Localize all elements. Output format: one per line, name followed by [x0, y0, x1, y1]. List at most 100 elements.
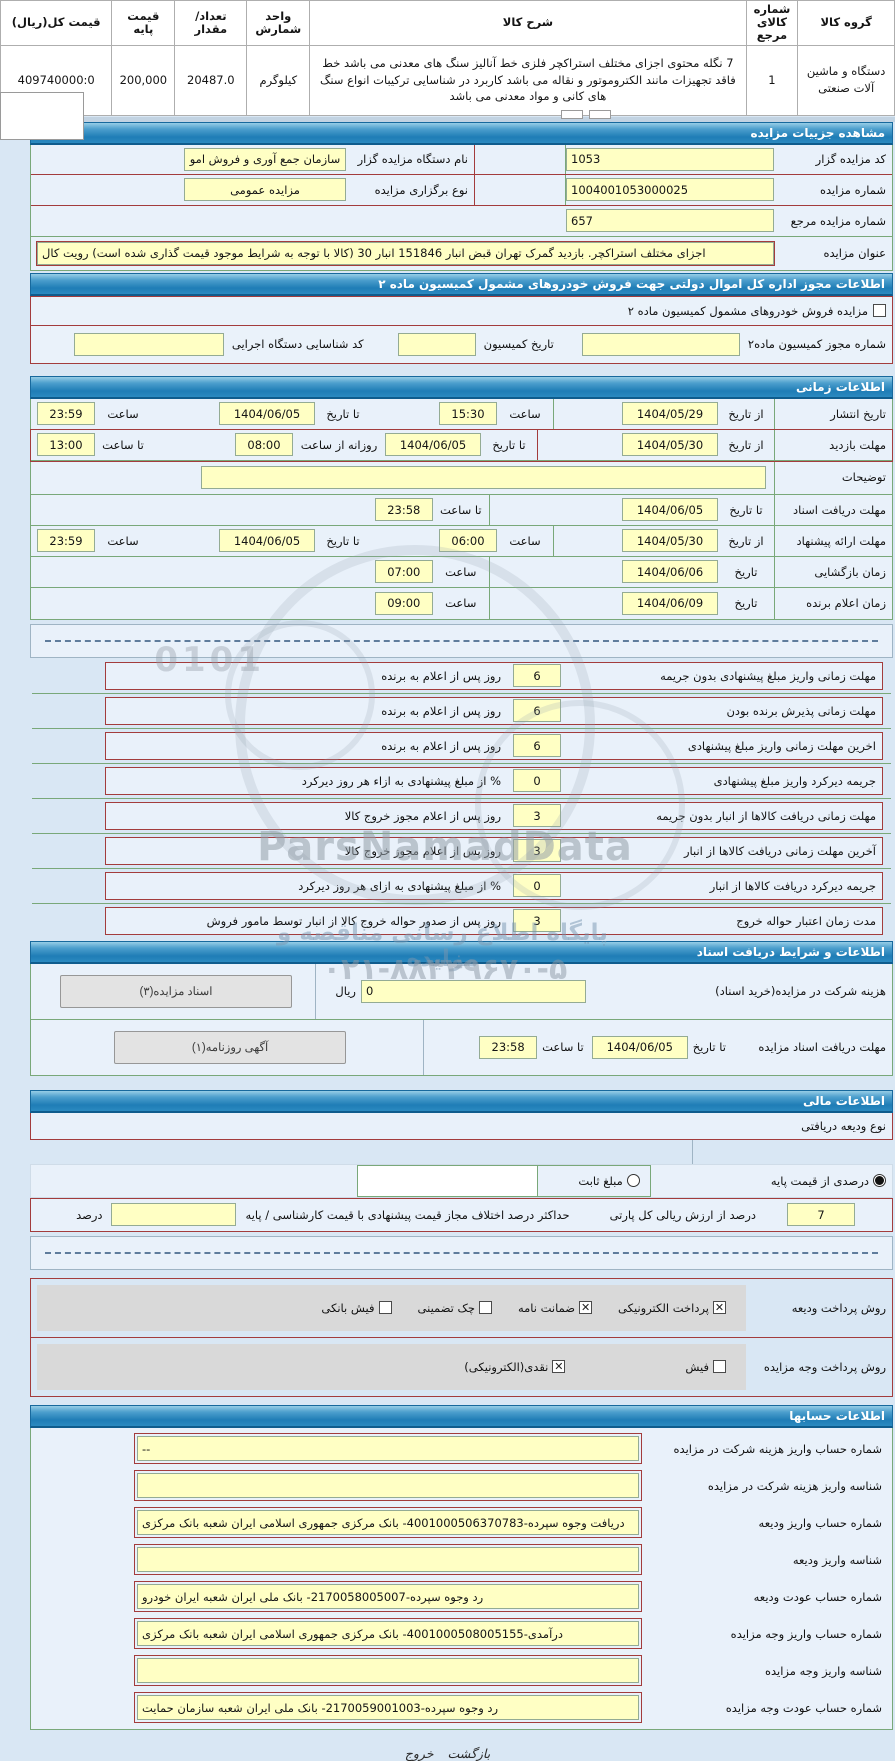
account-input[interactable]: دریافت وجوه سپرده-4001000506370783- بانک…	[137, 1510, 639, 1536]
fee-unit-label: ریال	[335, 984, 356, 999]
visit-from-date-input[interactable]: 1404/05/30	[622, 433, 718, 457]
auction-number-input[interactable]: 1004001053000025	[566, 178, 774, 202]
max-diff-input[interactable]	[110, 1203, 236, 1227]
to-date-label: تا تاریخ	[729, 502, 763, 517]
fixed-amount-radio[interactable]	[626, 1174, 640, 1188]
goods-description: 7 نگله محتوی اجزای مختلف استراکچر فلزی خ…	[309, 44, 747, 116]
commission-date-input[interactable]	[397, 332, 476, 356]
percent-of-base-radio[interactable]	[873, 1174, 886, 1188]
auction-type-input[interactable]: مزایده عمومی	[184, 178, 346, 202]
percent-of-total-label: درصد از ارزش ریالی کل پارتی	[609, 1207, 756, 1222]
auction-ref-input[interactable]: 657	[566, 209, 774, 233]
account-row: شماره حساب عودت وجه مزایده رد وجوه سپرده…	[31, 1692, 892, 1724]
permit-fields-row: شماره مجوز کمیسیون ماده۲ تاریخ کمیسیون ک…	[31, 326, 892, 363]
fee-input[interactable]: 0	[361, 979, 586, 1003]
docs-deadline-row: مهلت دریافت اسناد مزایده تا تاریخ 1404/0…	[30, 1019, 893, 1076]
until-hour-label: تا ساعت	[542, 1040, 584, 1055]
deadline-value-input[interactable]: 3	[513, 804, 561, 828]
agency-code-input[interactable]	[73, 332, 224, 356]
notes-input[interactable]	[201, 465, 766, 489]
docs-deadline-date-input[interactable]: 1404/06/05	[591, 1035, 688, 1059]
back-link[interactable]: بازگشت	[447, 1745, 491, 1761]
from-date-label: از تاریخ	[728, 533, 764, 548]
docs-deadline-time-input[interactable]: 23:58	[479, 1035, 538, 1059]
fixed-amount-input[interactable]	[358, 1165, 539, 1196]
deadline-value-input[interactable]: 0	[513, 769, 561, 793]
doc-deadline-time-input[interactable]: 23:58	[374, 498, 433, 522]
visit-until-time-input[interactable]: 13:00	[37, 433, 95, 457]
account-row: شناسه واریز وجه مزایده	[31, 1655, 892, 1687]
account-input[interactable]: رد وجوه سپرده-2170059001003- بانک ملی ای…	[137, 1695, 639, 1721]
goods-base-price: 200,000	[111, 44, 176, 116]
deposit-kind-row: درصدی از قیمت پایه مبلغ ثابت	[30, 1163, 893, 1198]
from-date-label: از تاریخ	[728, 406, 764, 421]
publish-to-time-input[interactable]: 23:59	[37, 402, 95, 426]
publish-to-date-input[interactable]: 1404/06/05	[219, 402, 315, 426]
offer-from-date-input[interactable]: 1404/05/30	[622, 529, 718, 553]
docs-fee-row: هزینه شرکت در مزایده(خرید اسناد) 0 ریال …	[30, 963, 893, 1020]
account-input[interactable]: رد وجوه سپرده-2170058005007- بانک ملی ای…	[137, 1584, 639, 1610]
percent-value-input[interactable]: 7	[787, 1203, 855, 1227]
vehicle-auction-checkbox[interactable]	[873, 304, 886, 318]
hour-label: ساعت	[509, 406, 541, 421]
section-header-time: اطلاعات زمانی	[30, 375, 893, 399]
guarantee-checkbox[interactable]	[579, 1301, 593, 1315]
certified-check-checkbox[interactable]	[478, 1301, 492, 1315]
bank-slip-checkbox[interactable]	[378, 1301, 392, 1315]
slip-checkbox[interactable]	[713, 1360, 726, 1374]
cash-electronic-checkbox[interactable]	[552, 1360, 566, 1374]
from-date-label: از تاریخ	[728, 437, 764, 452]
col-goods-group: گروه کالا	[797, 0, 895, 46]
account-row: شماره حساب واریز هزینه شرکت در مزایده --	[31, 1433, 892, 1465]
winner-date-input[interactable]: 1404/06/09	[622, 591, 718, 615]
popup-fragment	[0, 92, 84, 140]
section-title: اطلاعات زمانی	[796, 379, 885, 394]
visit-to-date-input[interactable]: 1404/06/05	[385, 433, 481, 457]
publish-from-time-input[interactable]: 15:30	[439, 402, 497, 426]
account-input[interactable]	[137, 1547, 639, 1573]
auction-code-label: کد مزایده گزار	[815, 152, 886, 167]
deposit-type-label: نوع ودیعه دریافتی	[801, 1118, 886, 1133]
auction-title-label: عنوان مزایده	[823, 246, 886, 261]
visit-daily-time-input[interactable]: 08:00	[235, 433, 293, 457]
deadline-value-input[interactable]: 3	[513, 839, 561, 863]
publish-from-date-input[interactable]: 1404/05/29	[622, 402, 718, 426]
deadline-value-input[interactable]: 6	[513, 734, 561, 758]
deadline-value-input[interactable]: 0	[513, 874, 561, 898]
deadline-value-input[interactable]: 6	[513, 664, 561, 688]
account-input[interactable]: درآمدی-4001000508005155- بانک مرکزی جمهو…	[137, 1621, 639, 1647]
offer-from-time-input[interactable]: 06:00	[439, 529, 497, 553]
auction-title-input[interactable]: اجزای مختلف استراکچر. بازدید گمرک تهران …	[36, 240, 775, 266]
divider-strip	[0, 116, 895, 122]
account-input[interactable]	[137, 1658, 639, 1684]
opening-time-input[interactable]: 07:00	[374, 560, 433, 584]
winner-time-input[interactable]: 09:00	[374, 591, 433, 615]
offer-to-date-input[interactable]: 1404/06/05	[219, 529, 315, 553]
deadline-row: آخرین مهلت زمانی دریافت کالاها از انبار …	[105, 836, 883, 865]
opening-date-input[interactable]: 1404/06/06	[622, 560, 718, 584]
exit-link[interactable]: خروج	[404, 1745, 434, 1761]
permit-no-input[interactable]	[581, 332, 740, 356]
offer-to-time-input[interactable]: 23:59	[37, 529, 95, 553]
notes-row: توضیحات	[31, 460, 892, 495]
org-name-input[interactable]: سازمان جمع آوری و فروش امو	[184, 147, 346, 171]
col-description: شرح کالا	[309, 0, 747, 46]
fee-label: هزینه شرکت در مزایده(خرید اسناد)	[715, 984, 886, 999]
auction-docs-button[interactable]: اسناد مزایده(۳)	[60, 974, 292, 1008]
doc-deadline-date-input[interactable]: 1404/06/05	[622, 498, 718, 522]
winner-announce-label: زمان اعلام برنده	[774, 587, 892, 619]
account-input[interactable]: --	[137, 1436, 639, 1462]
newspaper-ad-button[interactable]: آگهی روزنامه(۱)	[114, 1030, 347, 1064]
deadline-value-input[interactable]: 6	[513, 699, 561, 723]
deadline-row: اخرین مهلت زمانی واریز مبلغ پیشنهادی 6 ر…	[105, 731, 883, 760]
until-hour-label: تا ساعت	[439, 502, 482, 517]
goods-row: دستگاه و ماشین آلات صنعتی 1 7 نگله محتوی…	[0, 44, 895, 116]
auction-code-input[interactable]: 1053	[566, 147, 774, 171]
e-payment-checkbox[interactable]	[713, 1301, 726, 1315]
account-row: شماره حساب واریز وجه مزایده درآمدی-40010…	[31, 1618, 892, 1650]
doc-receive-deadline-row: مهلت دریافت اسناد تا تاریخ 1404/06/05 تا…	[31, 494, 892, 526]
payment-method-label: روش پرداخت وجه مزایده	[763, 1359, 886, 1374]
deadline-value-input[interactable]: 3	[513, 909, 561, 933]
account-input[interactable]	[137, 1473, 639, 1499]
commission-date-label: تاریخ کمیسیون	[483, 337, 554, 352]
